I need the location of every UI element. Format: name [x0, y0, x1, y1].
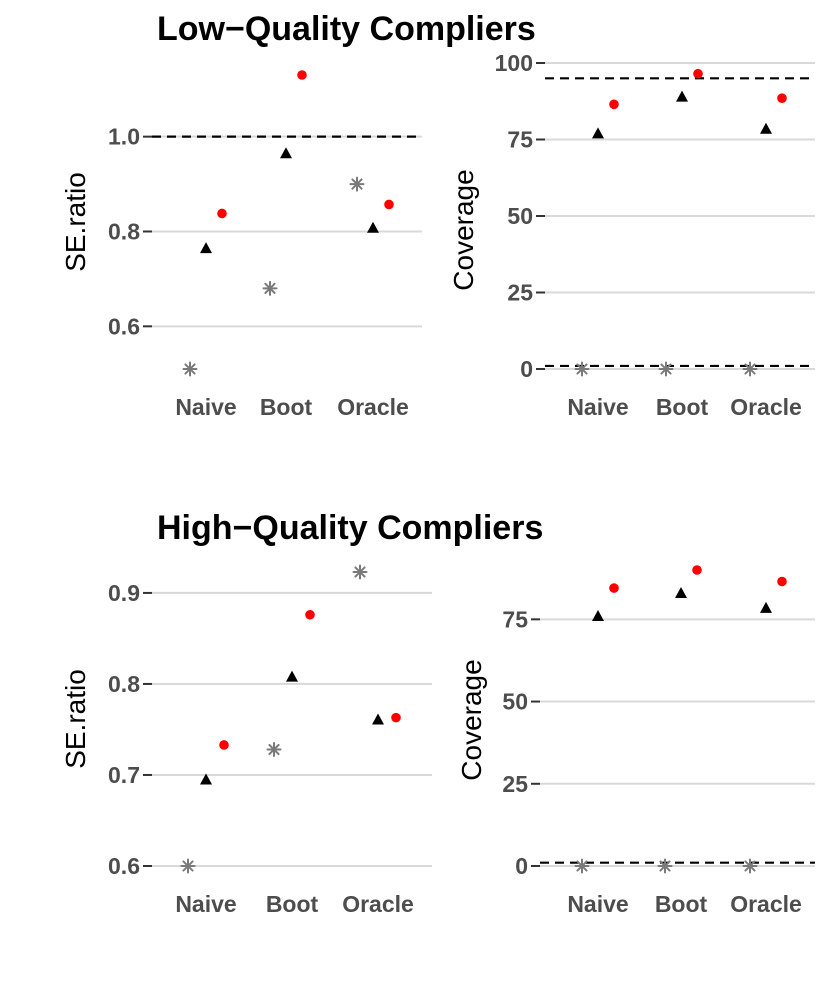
- point-triangle-naive: [200, 242, 212, 254]
- point-triangle-boot: [286, 670, 298, 682]
- point-asterisk-boot: [262, 280, 278, 296]
- point-triangle-naive: [592, 610, 604, 622]
- x-tick-label-oracle: Oracle: [730, 891, 802, 917]
- y-tick-label: 25: [507, 280, 533, 306]
- x-tick-label-boot: Boot: [655, 891, 708, 917]
- point-asterisk-boot: [266, 741, 282, 757]
- y-tick-label: 0: [520, 356, 533, 382]
- point-dot-oracle: [384, 199, 394, 210]
- point-triangle-oracle: [372, 713, 384, 725]
- point-dot-naive: [609, 583, 619, 593]
- point-dot-boot: [693, 68, 703, 79]
- plot-low-cov: 0 25 50 75 100 Naive Boot Oracle Coverage: [448, 50, 815, 420]
- y-tick-label: 0.8: [108, 218, 140, 244]
- x-tick-label-naive: Naive: [567, 394, 628, 420]
- section-title-high-quality: High−Quality Compliers: [157, 509, 543, 547]
- point-triangle-oracle: [760, 601, 772, 613]
- point-dot-oracle: [777, 576, 787, 587]
- y-tick-label: 0.6: [108, 853, 140, 879]
- y-tick-label: 1.0: [108, 124, 140, 150]
- y-tick-label: 0.7: [108, 762, 140, 788]
- point-dot-boot: [297, 70, 307, 80]
- point-asterisk-oracle: [742, 361, 758, 377]
- point-dot-naive: [609, 99, 619, 110]
- point-triangle-boot: [675, 587, 687, 599]
- x-tick-label-boot: Boot: [260, 394, 313, 420]
- y-tick-label: 0.8: [108, 671, 140, 697]
- plots: 0.6 0.8 1.0 Naive Boot Oracle SE.ratio 0 25 50 75 1…: [60, 50, 815, 917]
- x-tick-label-oracle: Oracle: [730, 394, 802, 420]
- y-axis-label: SE.ratio: [60, 172, 91, 272]
- point-dot-oracle: [391, 712, 401, 723]
- x-tick-label-boot: Boot: [656, 394, 709, 420]
- y-axis-label: Coverage: [456, 659, 487, 780]
- point-triangle-boot: [280, 147, 292, 159]
- point-triangle-naive: [592, 127, 604, 139]
- point-dot-oracle: [777, 93, 787, 103]
- point-dot-boot: [305, 609, 315, 620]
- y-tick-label: 100: [495, 50, 533, 76]
- point-triangle-boot: [676, 90, 688, 102]
- x-tick-label-oracle: Oracle: [337, 394, 409, 420]
- point-dot-naive: [219, 740, 229, 750]
- y-tick-label: 75: [502, 606, 528, 632]
- y-tick-label: 50: [502, 689, 528, 715]
- x-tick-label-naive: Naive: [567, 891, 628, 917]
- y-tick-label: 50: [507, 203, 533, 229]
- point-asterisk-oracle: [349, 176, 365, 192]
- point-dot-boot: [692, 565, 702, 575]
- point-asterisk-oracle: [352, 564, 368, 580]
- y-tick-label: 25: [502, 771, 528, 797]
- y-tick-label: 0.9: [108, 580, 140, 606]
- point-asterisk-naive: [574, 858, 590, 874]
- point-dot-naive: [217, 208, 227, 219]
- plot-high-cov: 0 25 50 75 Naive Boot Oracle Coverage: [456, 565, 815, 917]
- y-tick-label: 0.6: [108, 313, 140, 339]
- y-tick-label: 75: [507, 127, 533, 153]
- y-axis-label: Coverage: [448, 169, 479, 290]
- plot-high-se: 0.6 0.7 0.8 0.9 Naive Boot Oracle SE.ratio: [60, 564, 432, 917]
- x-tick-label-oracle: Oracle: [342, 891, 414, 917]
- point-asterisk-naive: [574, 361, 590, 377]
- point-asterisk-naive: [182, 361, 198, 377]
- point-asterisk-naive: [180, 858, 196, 874]
- x-tick-label-boot: Boot: [266, 891, 319, 917]
- point-asterisk-boot: [657, 858, 673, 874]
- x-tick-label-naive: Naive: [175, 394, 236, 420]
- y-axis-label: SE.ratio: [60, 669, 91, 769]
- section-title-low-quality: Low−Quality Compliers: [157, 10, 536, 48]
- point-triangle-naive: [200, 773, 212, 785]
- y-tick-label: 0: [515, 853, 528, 879]
- plot-low-se: 0.6 0.8 1.0 Naive Boot Oracle SE.ratio: [60, 70, 422, 420]
- point-triangle-oracle: [367, 221, 379, 233]
- point-asterisk-oracle: [742, 858, 758, 874]
- point-triangle-oracle: [760, 122, 772, 134]
- point-asterisk-boot: [658, 361, 674, 377]
- x-tick-label-naive: Naive: [175, 891, 236, 917]
